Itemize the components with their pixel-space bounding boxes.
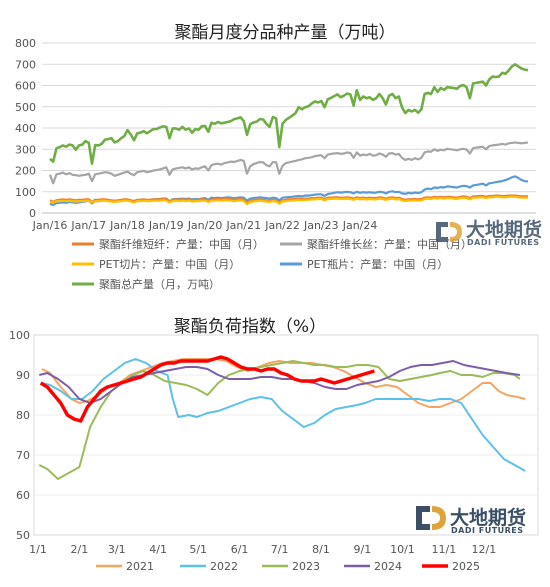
production-y-tick: 100 [15,186,36,199]
production-x-tick: Jan/19 [148,219,184,232]
logo-chinese-text: 大地期货 [450,506,526,529]
load-series-y2025-line [39,355,375,423]
dadi-logo-mark-top [436,222,448,242]
production-y-tick: 800 [15,37,36,50]
load-legend-label-y2024: 2024 [374,560,402,573]
production-legend-label-dty: 聚酯纤维长丝：产量：中国（月） [307,237,472,251]
load-index-chart-frame [33,334,539,536]
load-y-tick: 90 [16,369,30,382]
load-legend-label-y2022: 2022 [210,560,238,573]
dadi-logo-mark [416,506,446,530]
load-index-chart-title: 聚酯负荷指数（%） [174,317,326,337]
load-legend-label-y2021: 2021 [126,560,154,573]
production-x-tick: Jan/20 [187,219,223,232]
load-x-tick: 12/1 [472,543,497,556]
production-legend-label-dtf: 聚酯纤维短纤：产量：中国（月） [99,237,264,251]
production-series-total-line [49,63,529,165]
production-series-dtf-line [49,194,528,204]
production-chart-series [48,63,529,206]
load-y-tick: 70 [16,449,30,462]
dadi-futures-logo: 大地期货 DADI FUTURES [416,506,526,535]
load-x-tick: 8/1 [312,543,330,556]
logo-top-chinese-text: 大地期货 [466,218,542,241]
load-y-tick: 80 [16,409,30,422]
load-y-tick: 100 [9,329,30,342]
production-chart-title: 聚酯月度分品种产量（万吨） [175,23,396,43]
production-x-tick: Jan/21 [225,219,261,232]
load-x-tick: 4/1 [149,543,167,556]
load-x-tick: 11/1 [431,543,456,556]
logo-top-english-text: DADI FUTURES [467,238,540,247]
load-y-tick: 50 [16,529,30,542]
logo-english-text: DADI FUTURES [451,526,524,535]
load-legend-label-y2023: 2023 [292,560,320,573]
production-x-tick: Jan/22 [264,219,300,232]
production-y-tick: 0 [29,207,36,220]
load-series-y2022-line [41,358,526,472]
production-x-tick: Jan/16 [32,219,68,232]
production-x-tick: Jan/18 [109,219,145,232]
load-x-tick: 3/1 [108,543,126,556]
load-index-chart-series [38,355,526,480]
load-x-tick: 7/1 [271,543,289,556]
production-legend-label-bottle: PET瓶片：产量：中国（月） [307,257,448,271]
production-series-dty-line [48,141,529,185]
production-legend-label-total: 聚酯总产量（月，万吨） [99,277,220,291]
load-index-chart-y-axis: 50 60 70 80 90 100 [9,329,30,542]
production-x-tick: Jan/17 [70,219,106,232]
production-y-tick: 400 [15,122,36,135]
dadi-logo-mark-top-arc [450,222,462,242]
production-chart-legend: 聚酯纤维短纤：产量：中国（月） 聚酯纤维长丝：产量：中国（月） PET切片：产量：中… [72,237,472,291]
production-chart-y-axis: 0 100 200 300 400 500 600 700 800 [15,37,36,220]
production-series-chip-line [49,195,528,206]
production-chart-gridlines [42,42,536,214]
production-chart-x-axis: Jan/16 Jan/17 Jan/18 Jan/19 Jan/20 Jan/21 Jan/… [32,219,378,232]
load-index-chart: 聚酯负荷指数（%） 50 60 70 80 90 100 1/1 2/1 3/1 4/1 5/1 6… [9,317,539,573]
production-y-tick: 200 [15,165,36,178]
production-y-tick: 600 [15,80,36,93]
production-x-tick: Jan/24 [342,219,378,232]
load-x-tick: 10/1 [390,543,415,556]
load-x-tick: 6/1 [231,543,249,556]
load-series-y2024-line [39,360,521,404]
load-x-tick: 1/1 [29,543,47,556]
production-x-tick: Jan/23 [303,219,339,232]
load-x-tick: 9/1 [354,543,372,556]
production-legend-label-chip: PET切片：产量：中国（月） [99,257,240,271]
load-legend-label-y2025: 2025 [452,560,480,573]
load-index-chart-legend: 2021 2022 2023 2024 2025 [96,560,480,573]
load-x-tick: 2/1 [71,543,89,556]
load-index-chart-x-axis: 1/1 2/1 3/1 4/1 5/1 6/1 7/1 8/1 9/1 10/1 11/1 12/1 [29,543,496,556]
production-y-tick: 700 [15,58,36,71]
production-y-tick: 300 [15,143,36,156]
load-x-tick: 5/1 [189,543,207,556]
load-y-tick: 60 [16,489,30,502]
production-y-tick: 500 [15,101,36,114]
production-chart: 聚酯月度分品种产量（万吨） 0100200300400500600700800 … [15,23,536,291]
